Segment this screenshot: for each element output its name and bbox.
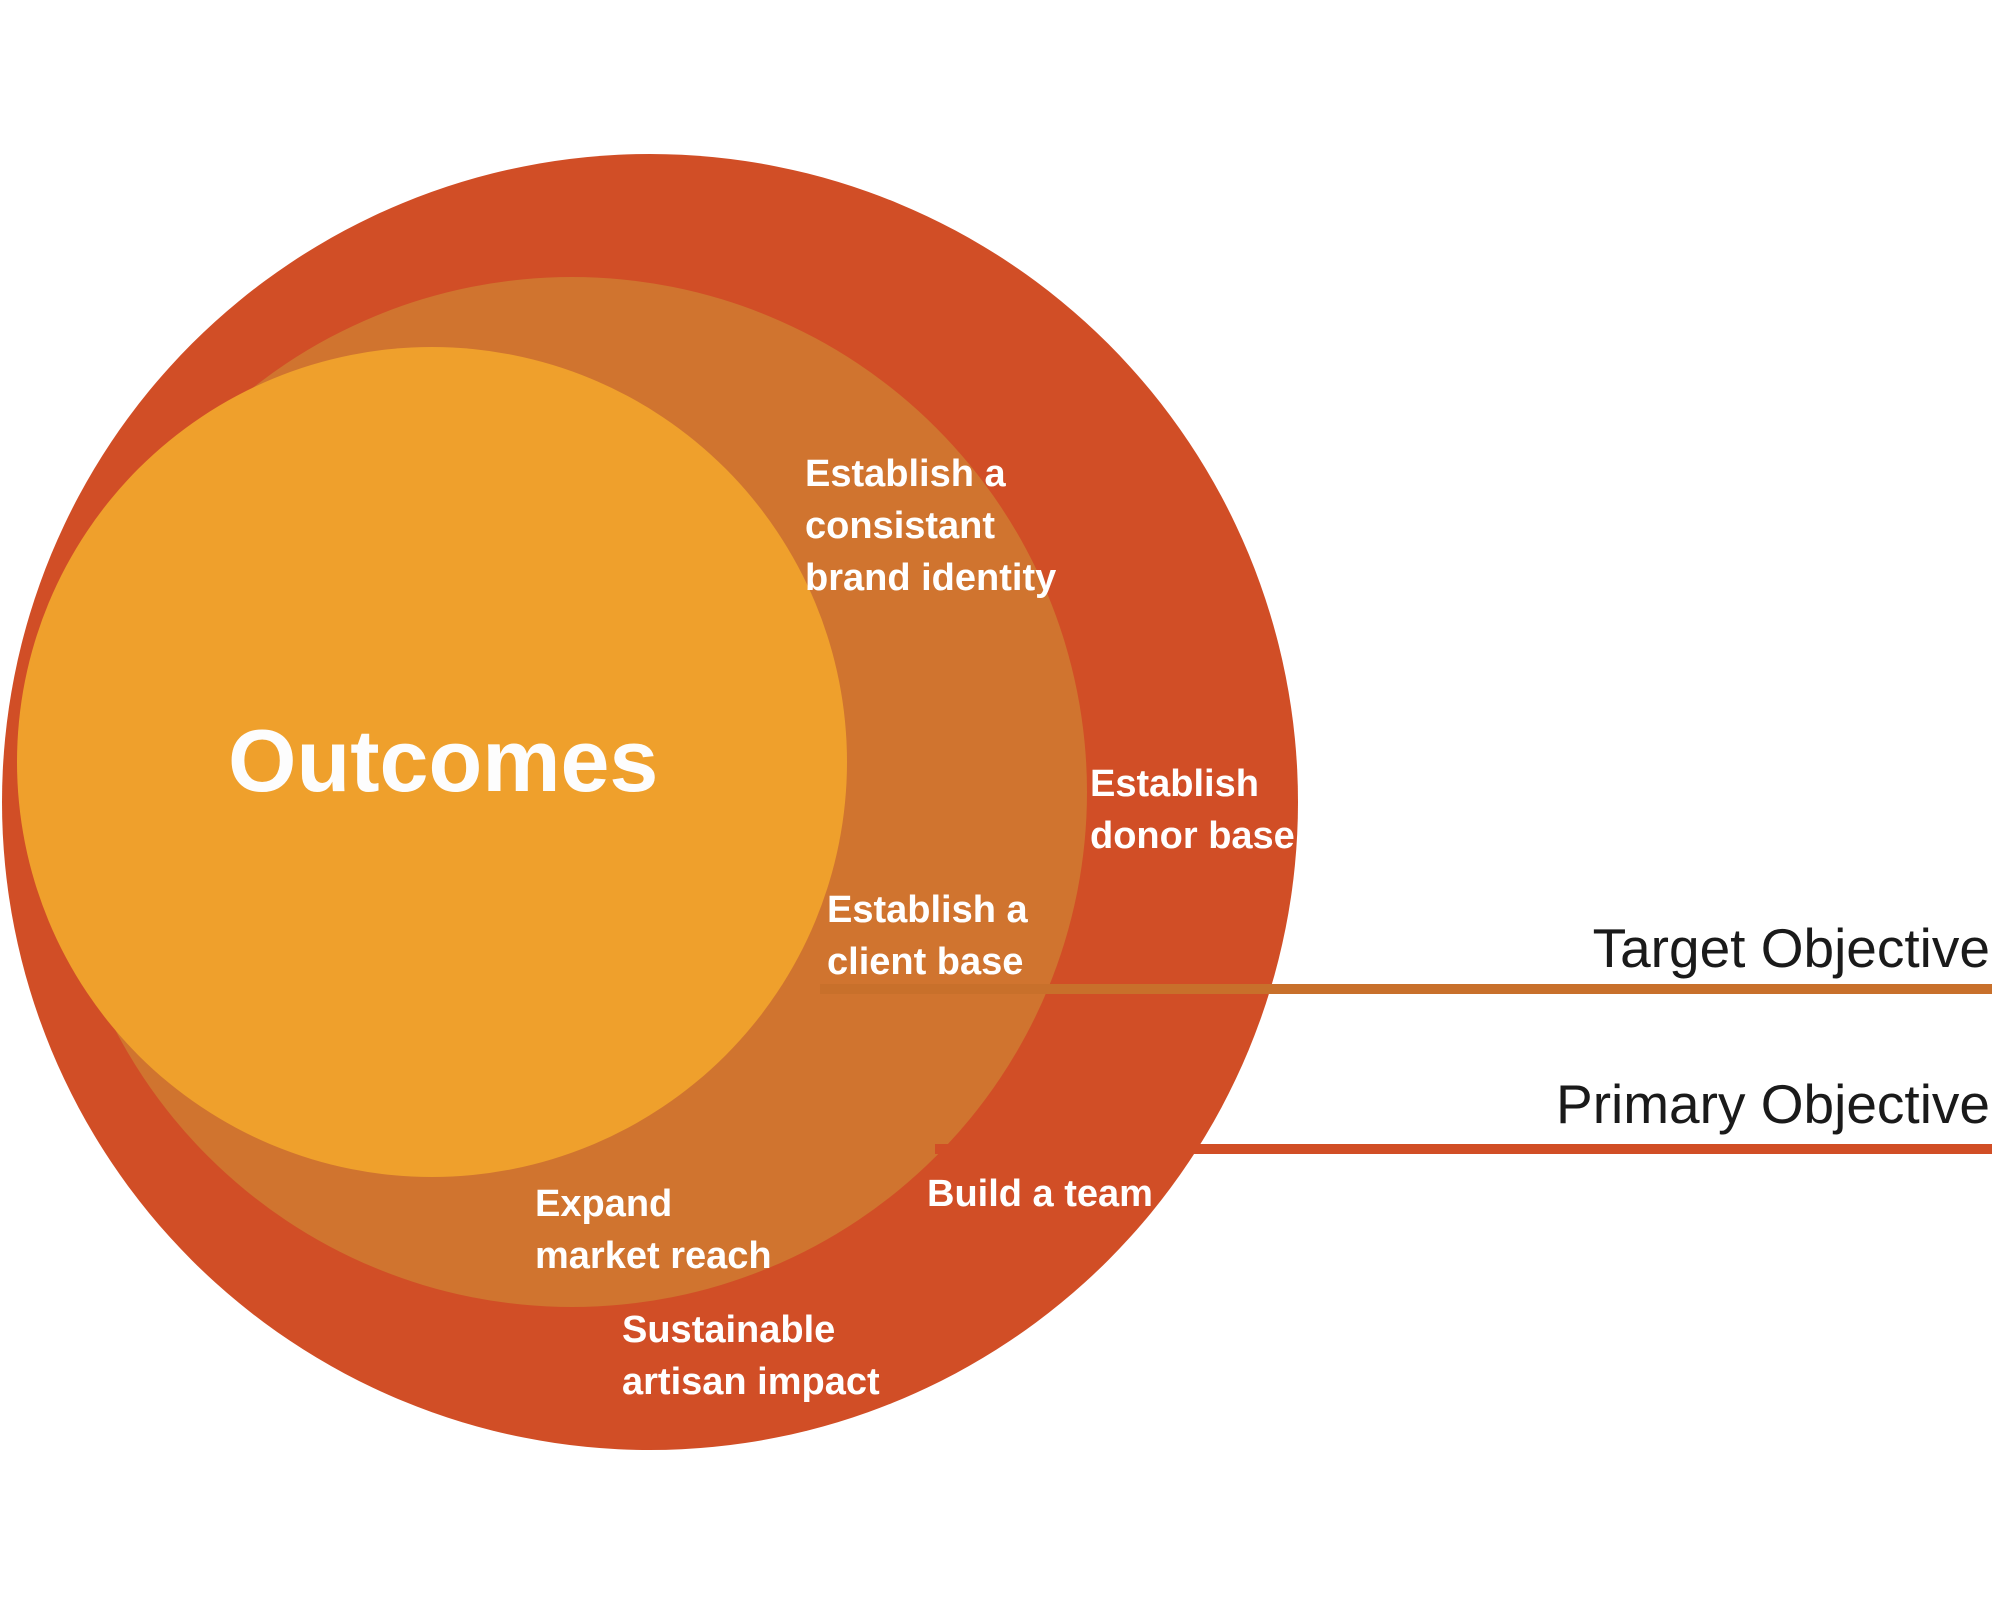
- annotation-build-team: Build a team: [927, 1168, 1153, 1220]
- annotation-donor-base: Establish donor base: [1090, 758, 1295, 862]
- primary-objective-leader-line: [935, 1144, 1992, 1154]
- annotation-line: market reach: [535, 1235, 772, 1277]
- target-objective-leader-line: [820, 984, 1992, 994]
- annotation-line: artisan impact: [622, 1361, 880, 1403]
- annotation-client-base: Establish a client base: [827, 884, 1028, 988]
- outcomes-circle: [17, 347, 847, 1177]
- annotation-line: Establish: [1090, 763, 1259, 805]
- annotation-line: donor base: [1090, 815, 1295, 857]
- primary-objective-label: Primary Objective: [1556, 1073, 1990, 1135]
- annotation-line: consistant: [805, 505, 996, 547]
- annotation-line: Expand: [535, 1183, 673, 1225]
- outcomes-title: Outcomes: [228, 711, 659, 810]
- annotation-line: Build a team: [927, 1173, 1153, 1215]
- annotation-line: client base: [827, 941, 1024, 983]
- annotation-line: Establish a: [827, 889, 1028, 931]
- annotation-line: brand identity: [805, 557, 1057, 599]
- annotation-market-reach: Expand market reach: [535, 1178, 772, 1282]
- annotation-line: Sustainable: [622, 1309, 836, 1351]
- annotation-brand-identity: Establish a consistant brand identity: [805, 448, 1056, 604]
- annotation-artisan-impact: Sustainable artisan impact: [622, 1304, 880, 1408]
- target-objective-label: Target Objective: [1592, 917, 1990, 979]
- annotation-line: Establish a: [805, 453, 1006, 495]
